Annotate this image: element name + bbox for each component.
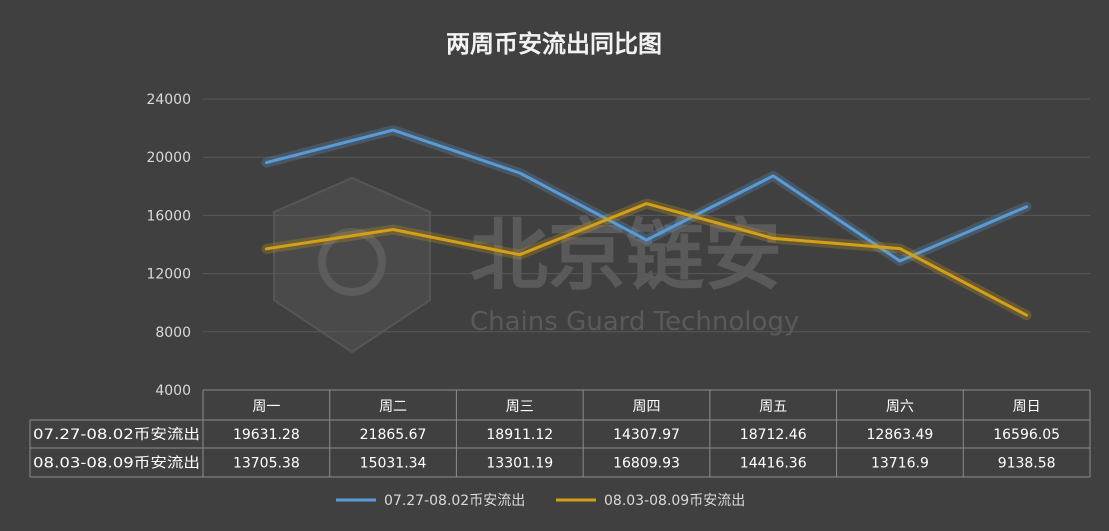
x-category-label: 周日 <box>1013 399 1041 415</box>
data-label: 18712.46 <box>740 427 807 443</box>
data-label: 13301.19 <box>486 456 553 472</box>
watermark-subtitle: Chains Guard Technology <box>470 307 799 337</box>
legend-label: 08.03-08.09币安流出 <box>604 493 745 509</box>
x-category-label: 周四 <box>633 399 661 415</box>
table-row-label: 08.03-08.09币安流出 <box>33 456 200 472</box>
y-tick-label: 8000 <box>155 325 191 341</box>
data-label: 15031.34 <box>360 456 427 472</box>
data-label: 14307.97 <box>613 427 680 443</box>
x-category-label: 周五 <box>759 399 787 415</box>
series-lines <box>261 125 1032 321</box>
y-axis: 24000 20000 16000 12000 8000 4000 <box>146 92 191 399</box>
legend-label: 07.27-08.02币安流出 <box>384 493 525 509</box>
data-label: 21865.67 <box>360 427 427 443</box>
data-label: 12863.49 <box>867 427 934 443</box>
y-tick-label: 4000 <box>155 383 191 399</box>
x-category-label: 周一 <box>252 399 280 415</box>
data-label: 13716.9 <box>871 456 929 472</box>
data-table: 周一 周二 周三 周四 周五 周六 周日 07.27-08.02币安流出 19631.28 218… <box>29 389 1091 478</box>
series-line-2 <box>264 202 1029 317</box>
data-label: 13705.38 <box>233 456 300 472</box>
x-category-label: 周六 <box>886 399 914 415</box>
y-tick-label: 12000 <box>146 267 191 283</box>
y-tick-label: 24000 <box>146 92 191 108</box>
data-label: 16596.05 <box>993 427 1060 443</box>
series-line-1 <box>264 128 1029 263</box>
data-label: 16809.93 <box>613 456 680 472</box>
gridlines <box>203 98 1090 391</box>
watermark-shield-icon <box>273 176 431 354</box>
data-label: 14416.36 <box>740 456 807 472</box>
watermark-node-icon <box>318 228 386 296</box>
data-label: 19631.28 <box>233 427 300 443</box>
y-tick-label: 16000 <box>146 208 191 224</box>
legend: 07.27-08.02币安流出 08.03-08.09币安流出 <box>336 493 745 509</box>
x-category-label: 周三 <box>506 399 534 415</box>
data-label: 18911.12 <box>486 427 553 443</box>
data-label: 9138.58 <box>998 456 1056 472</box>
chart-title: 两周币安流出同比图 <box>446 29 662 58</box>
y-tick-label: 20000 <box>146 150 191 166</box>
x-category-label: 周二 <box>379 399 407 415</box>
table-row-label: 07.27-08.02币安流出 <box>33 427 200 443</box>
